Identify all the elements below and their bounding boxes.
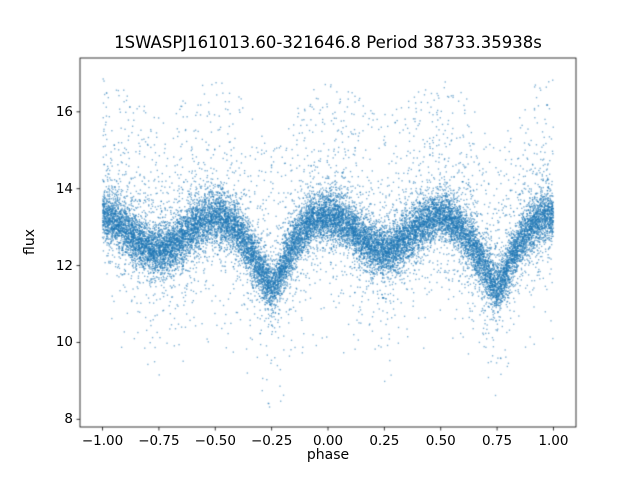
- chart-title: 1SWASPJ161013.60-321646.8 Period 38733.3…: [114, 33, 542, 52]
- x-tick-label: −0.75: [138, 433, 180, 449]
- x-tick-label: 0.00: [312, 433, 344, 449]
- x-tick-label: −0.50: [194, 433, 236, 449]
- y-tick-label: 16: [55, 103, 73, 120]
- y-tick-label: 12: [55, 257, 73, 274]
- x-tick-label: 0.50: [425, 433, 456, 449]
- y-tick-label: 14: [55, 180, 73, 197]
- x-tick-label: −1.00: [81, 433, 124, 449]
- y-tick-label: 8: [64, 411, 73, 428]
- x-tick-label: 1.00: [538, 433, 569, 449]
- y-axis-label: flux: [22, 229, 38, 255]
- x-tick-label: 0.25: [369, 433, 400, 449]
- y-tick-label: 10: [55, 334, 73, 351]
- x-axis-label: phase: [306, 447, 350, 463]
- x-tick-label: 0.75: [482, 433, 513, 449]
- x-tick-label: −0.25: [250, 433, 293, 449]
